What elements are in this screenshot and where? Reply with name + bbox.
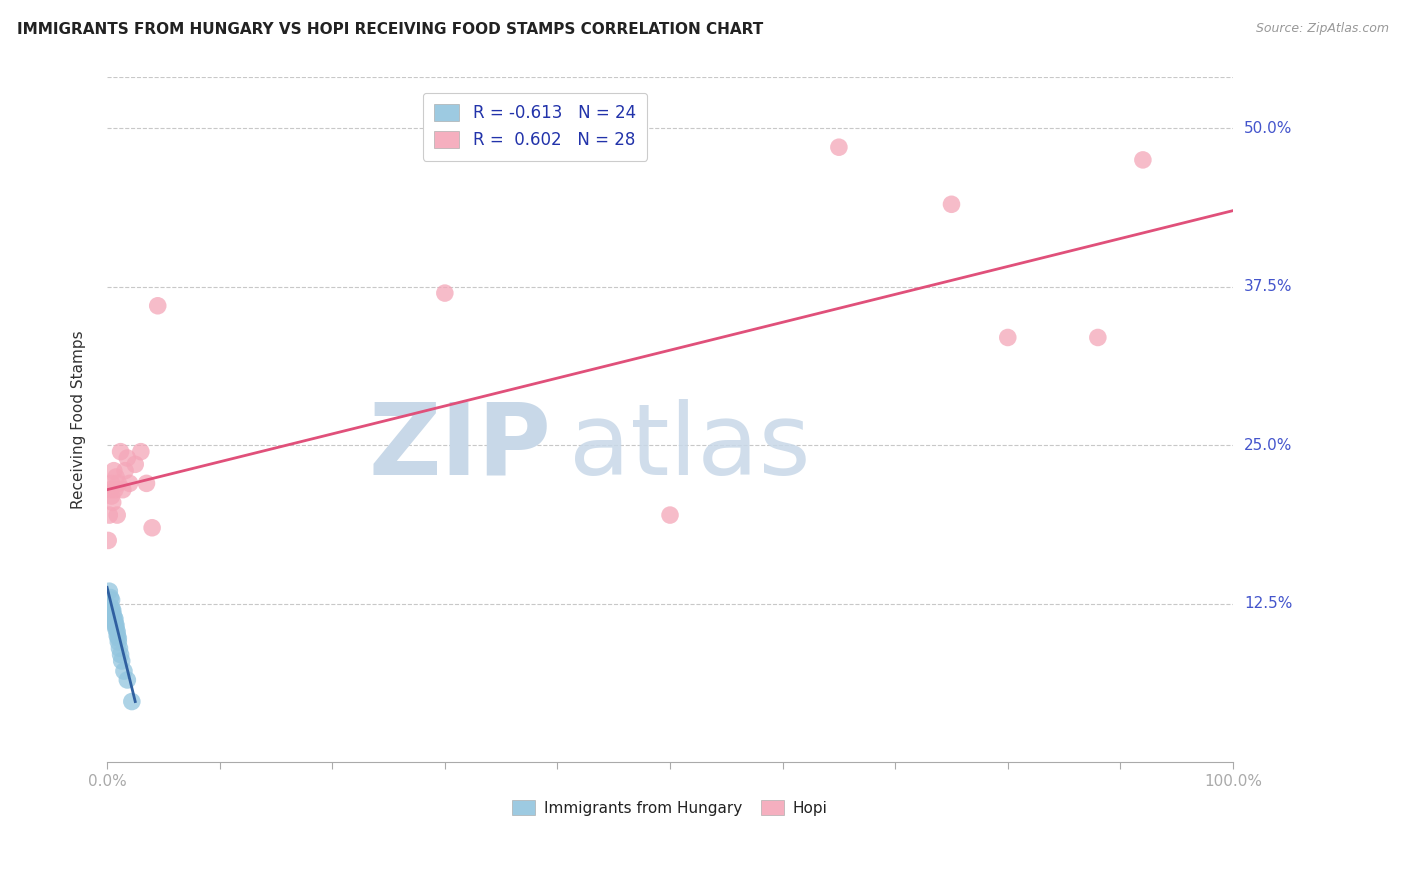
Text: ZIP: ZIP: [368, 399, 551, 496]
Point: [103, 609, 125, 624]
Point: [121, 694, 143, 708]
Point: [97, 533, 120, 548]
Point: [146, 299, 169, 313]
Point: [118, 476, 141, 491]
Y-axis label: Receiving Food Stamps: Receiving Food Stamps: [72, 331, 86, 509]
Point: [105, 629, 128, 643]
Point: [135, 476, 157, 491]
Point: [108, 641, 131, 656]
Point: [107, 476, 129, 491]
Point: [110, 444, 132, 458]
Point: [100, 593, 122, 607]
Point: [100, 591, 122, 605]
Point: [117, 673, 139, 687]
Text: 12.5%: 12.5%: [1244, 597, 1292, 611]
Point: [107, 635, 129, 649]
Point: [941, 197, 963, 211]
Point: [100, 476, 122, 491]
Point: [101, 495, 124, 509]
Point: [105, 470, 128, 484]
Legend: Immigrants from Hungary, Hopi: Immigrants from Hungary, Hopi: [505, 792, 835, 823]
Text: Source: ZipAtlas.com: Source: ZipAtlas.com: [1256, 22, 1389, 36]
Point: [111, 654, 134, 668]
Text: 50.0%: 50.0%: [1244, 120, 1292, 136]
Point: [105, 624, 128, 639]
Point: [101, 603, 124, 617]
Point: [433, 286, 456, 301]
Text: atlas: atlas: [568, 399, 810, 496]
Point: [104, 483, 127, 497]
Point: [112, 664, 135, 678]
Text: 25.0%: 25.0%: [1244, 438, 1292, 453]
Point: [114, 464, 136, 478]
Point: [98, 584, 121, 599]
Point: [105, 618, 128, 632]
Point: [111, 483, 134, 497]
Point: [110, 648, 132, 662]
Point: [105, 508, 128, 522]
Point: [997, 330, 1019, 344]
Point: [117, 450, 139, 465]
Point: [104, 618, 127, 632]
Point: [100, 489, 122, 503]
Point: [107, 631, 129, 645]
Point: [659, 508, 682, 522]
Point: [104, 612, 127, 626]
Point: [1132, 153, 1154, 167]
Point: [100, 600, 122, 615]
Point: [103, 464, 125, 478]
Text: 37.5%: 37.5%: [1244, 279, 1292, 294]
Point: [828, 140, 851, 154]
Point: [141, 521, 163, 535]
Point: [98, 508, 121, 522]
Point: [1087, 330, 1109, 344]
Point: [101, 606, 124, 620]
Point: [101, 609, 124, 624]
Point: [124, 458, 146, 472]
Point: [105, 622, 128, 636]
Point: [103, 613, 125, 627]
Point: [104, 615, 127, 630]
Text: IMMIGRANTS FROM HUNGARY VS HOPI RECEIVING FOOD STAMPS CORRELATION CHART: IMMIGRANTS FROM HUNGARY VS HOPI RECEIVIN…: [17, 22, 763, 37]
Point: [129, 444, 152, 458]
Point: [100, 483, 122, 497]
